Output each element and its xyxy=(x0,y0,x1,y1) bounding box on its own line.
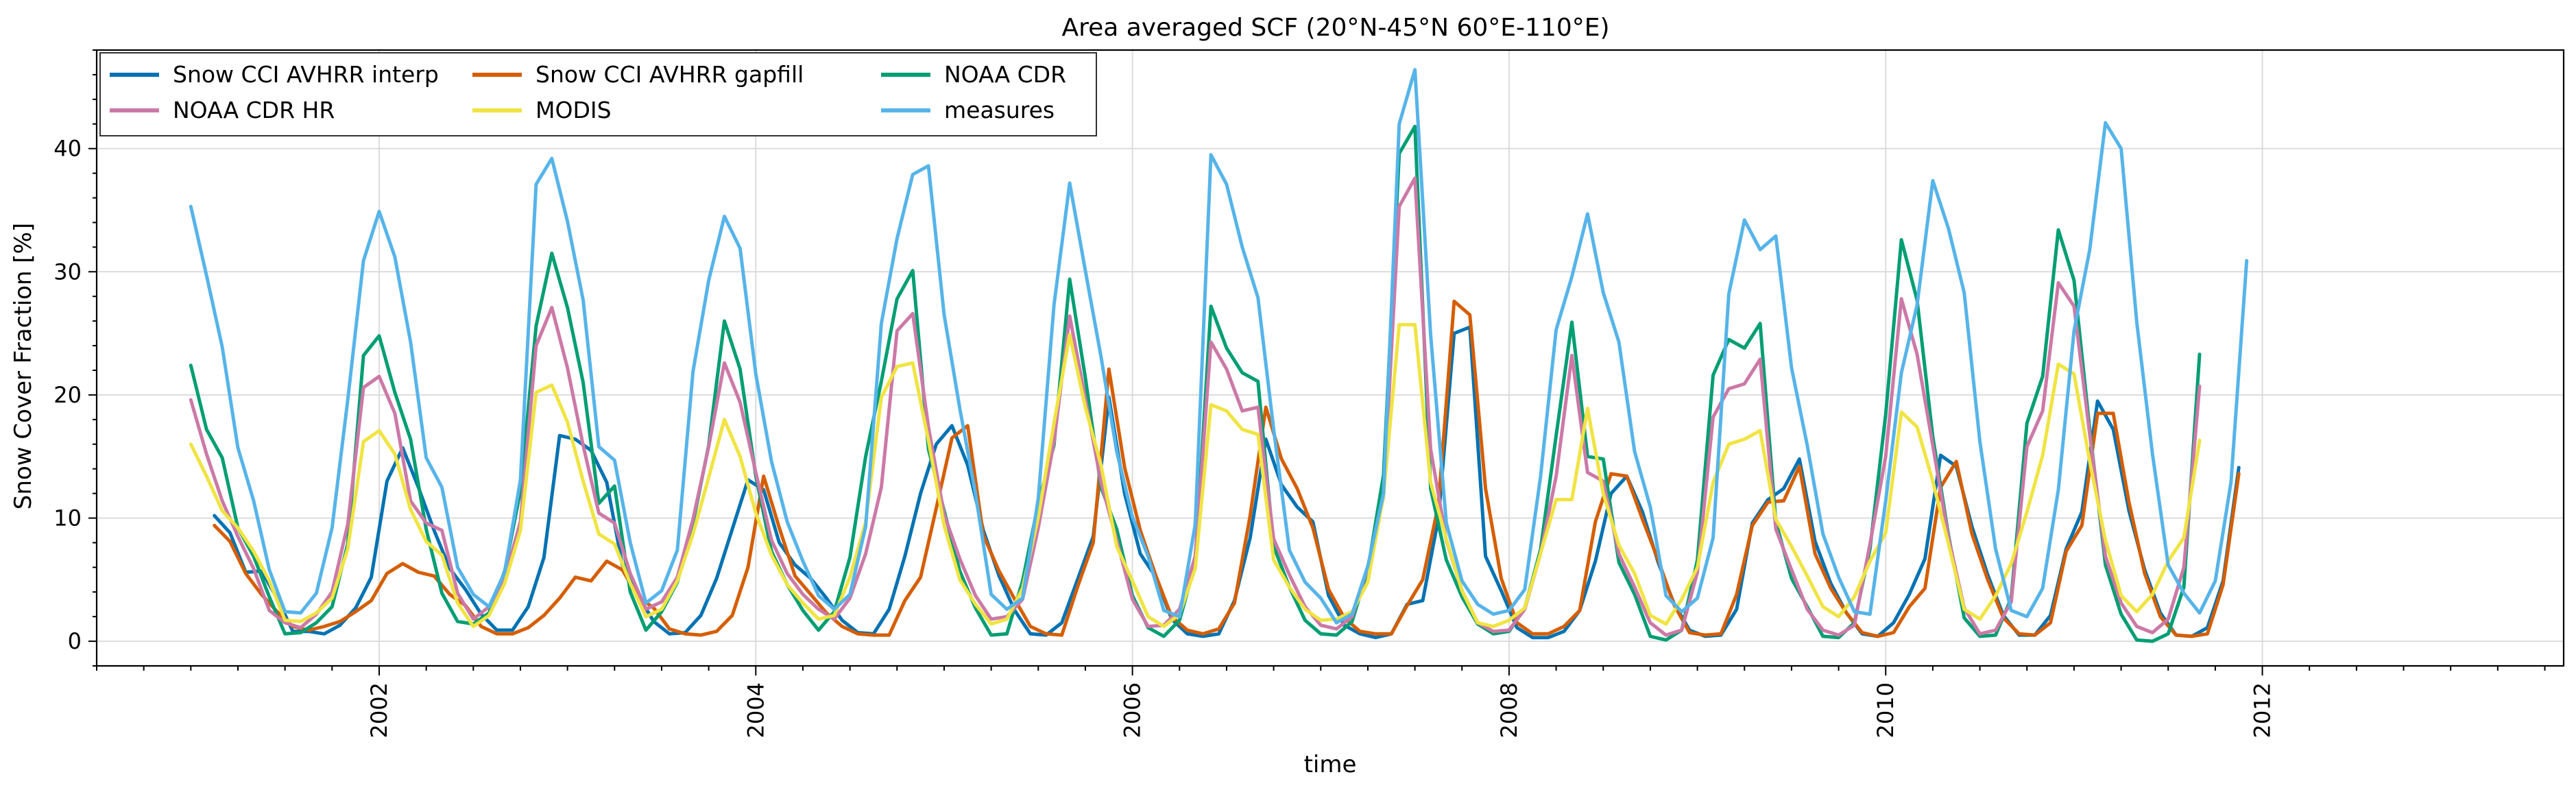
axis-ticks: 0 10 20 30 40 2002 2004 2006 2008 2010 2012 xyxy=(53,49,2546,738)
x-tick-label: 2002 xyxy=(366,682,392,738)
series-line xyxy=(213,299,2241,638)
grid xyxy=(97,50,2564,666)
legend: Snow CCI AVHRR interp NOAA CDR HR Snow CCI… xyxy=(99,52,1097,136)
x-tick-label: 2004 xyxy=(743,682,769,738)
y-tick-label: 40 xyxy=(53,136,82,162)
y-tick-label: 0 xyxy=(68,628,82,654)
legend-label: Snow CCI AVHRR interp xyxy=(173,61,439,88)
series-line xyxy=(189,323,2202,628)
y-tick-label: 10 xyxy=(53,505,82,531)
legend-label: Snow CCI AVHRR gapfill xyxy=(535,61,804,88)
axes-frame xyxy=(95,49,2565,667)
x-tick-label: 2006 xyxy=(1120,682,1146,738)
y-axis-label: Snow Cover Fraction [%] xyxy=(10,223,37,510)
plot-area xyxy=(189,68,2249,643)
x-tick-label: 2010 xyxy=(1873,682,1899,738)
y-tick-label: 20 xyxy=(53,382,82,408)
legend-box xyxy=(99,52,1097,136)
x-tick-label: 2012 xyxy=(2250,682,2276,738)
chart-title: Area averaged SCF (20°N-45°N 60°E-110°E) xyxy=(1061,14,1609,42)
legend-label: MODIS xyxy=(535,97,612,123)
y-tick-label: 30 xyxy=(53,259,82,285)
legend-label: NOAA CDR xyxy=(944,61,1066,88)
x-axis-label: time xyxy=(1304,751,1357,778)
series-line xyxy=(189,68,2249,625)
legend-label: NOAA CDR HR xyxy=(173,97,335,123)
x-tick-label: 2008 xyxy=(1496,682,1522,738)
legend-label: measures xyxy=(944,97,1055,123)
